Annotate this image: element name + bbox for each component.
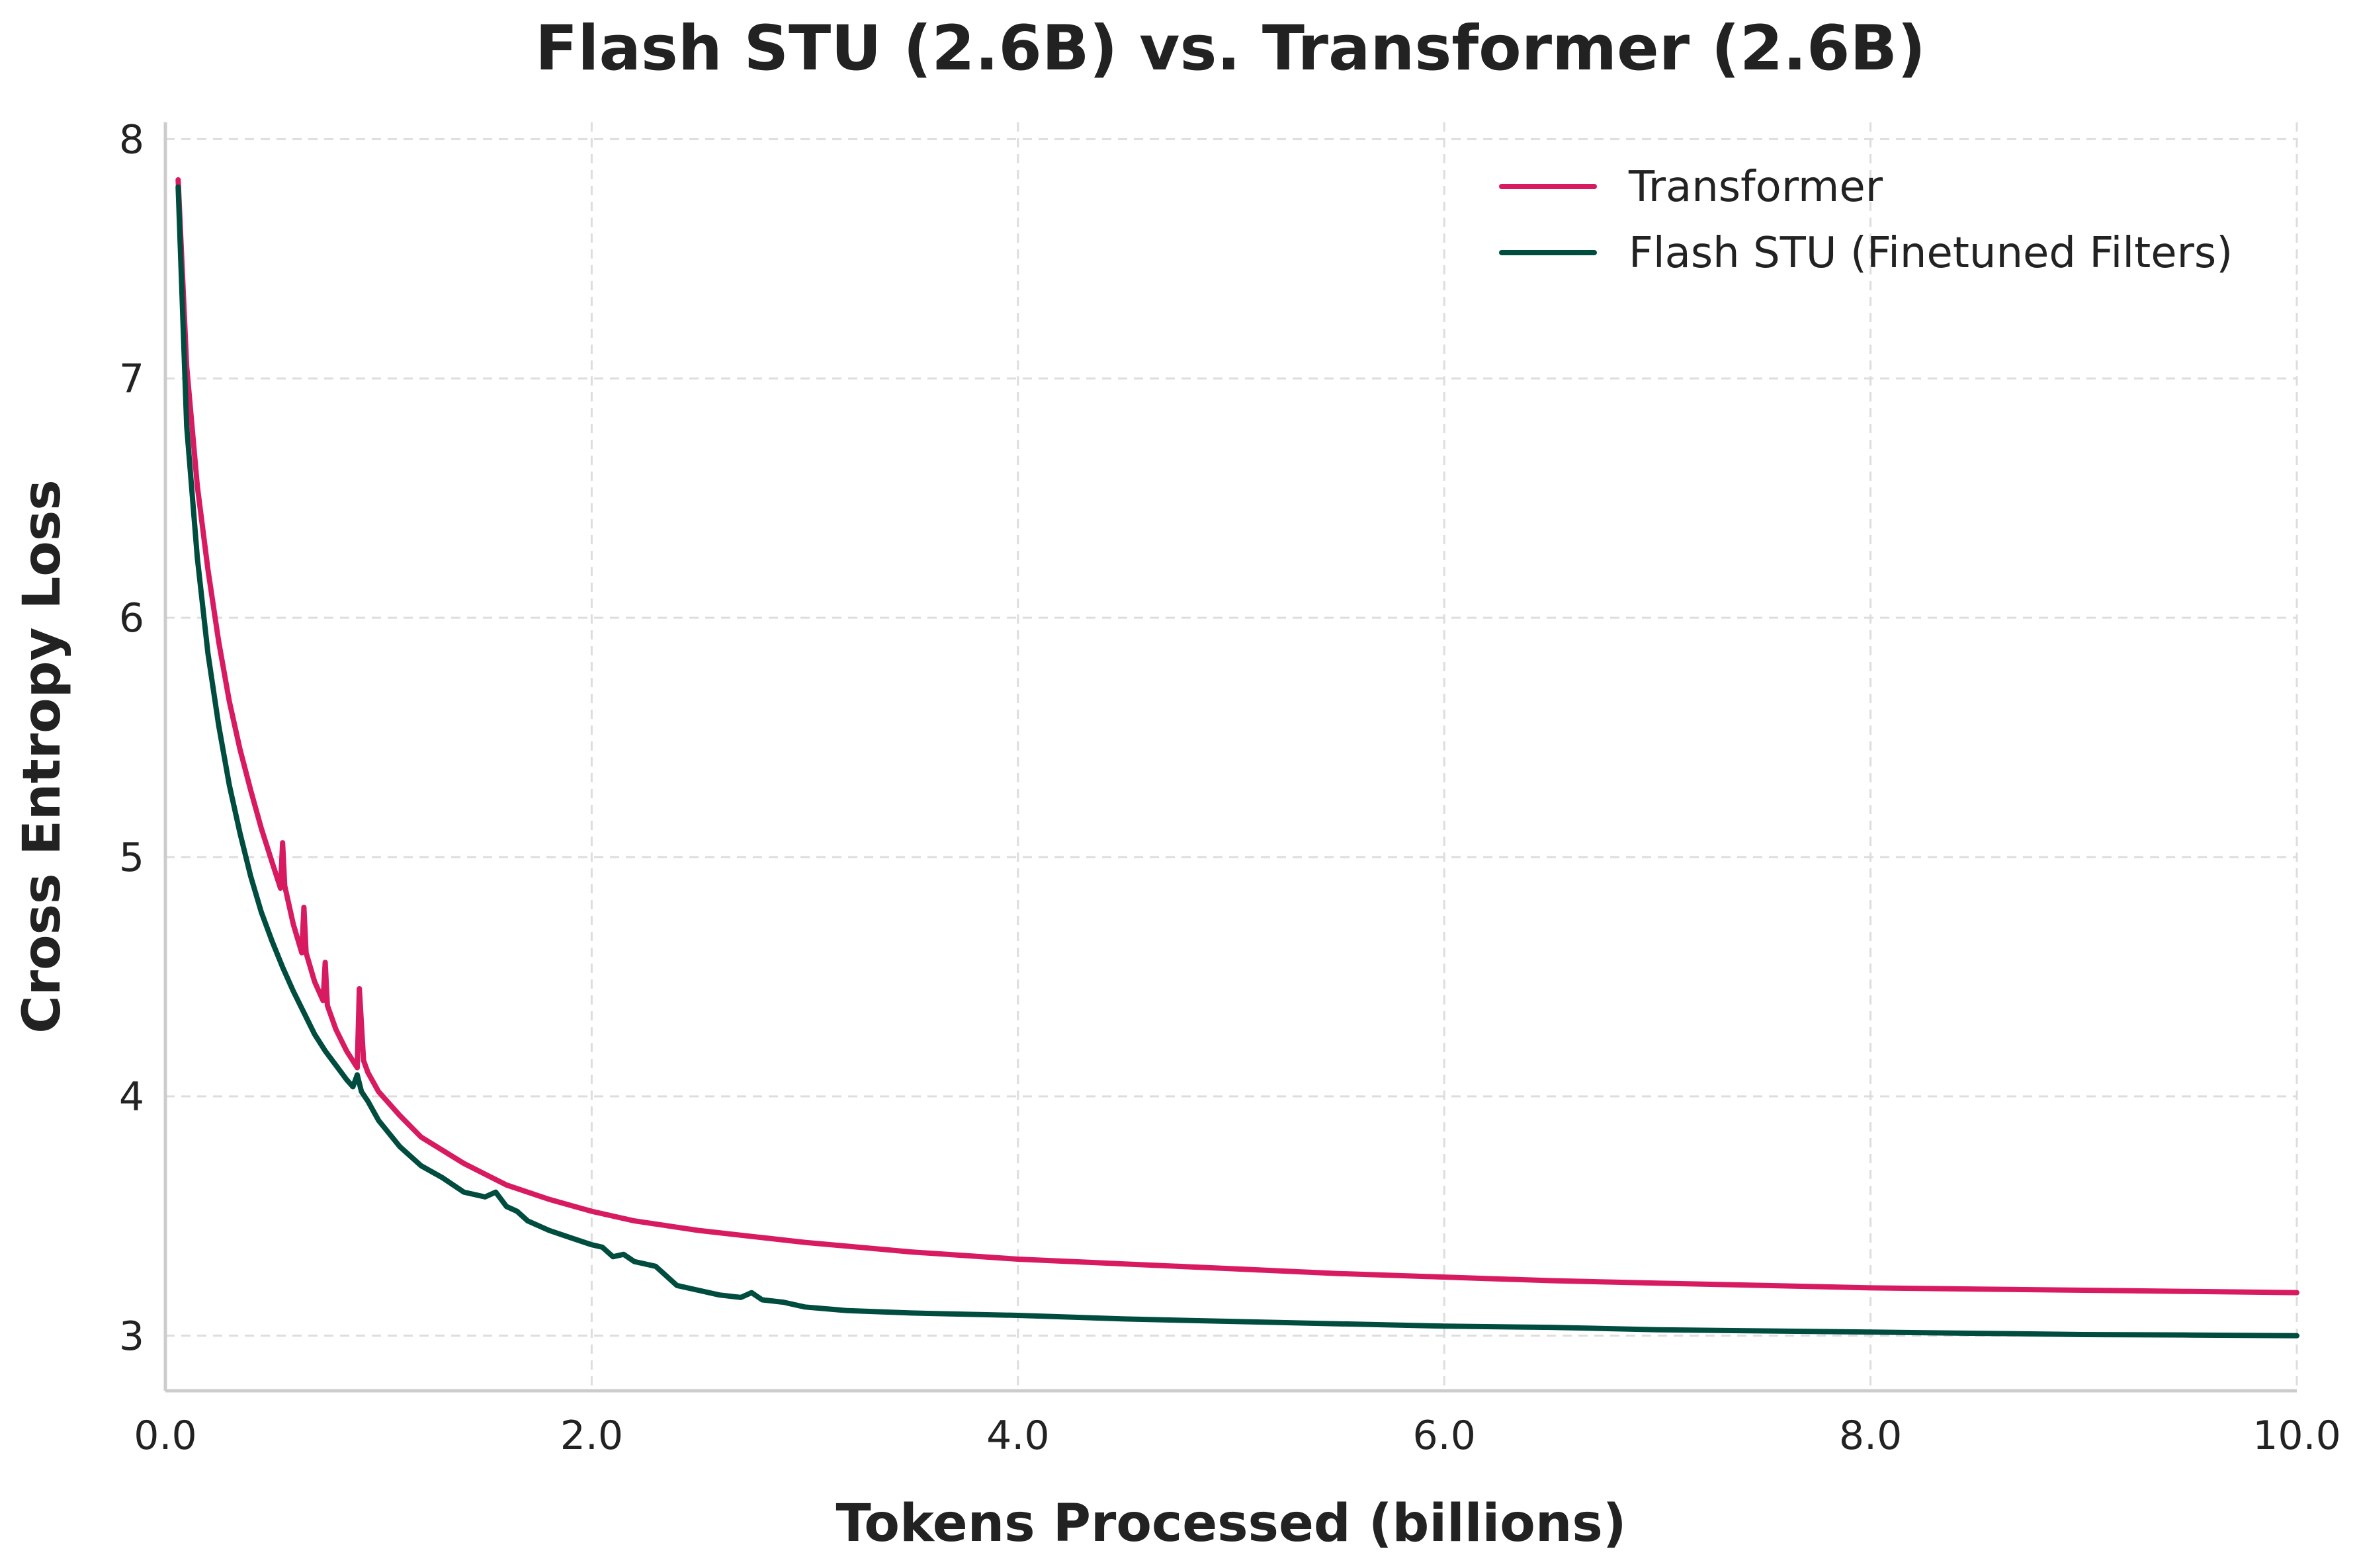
axes-spines bbox=[163, 122, 2297, 1393]
y-tick-label: 3 bbox=[119, 1313, 144, 1360]
y-tick-labels: 3 4 5 6 7 8 bbox=[119, 116, 144, 1359]
x-tick-label: 2.0 bbox=[560, 1413, 623, 1459]
grid-lines bbox=[165, 122, 2298, 1391]
y-tick-label: 5 bbox=[119, 835, 144, 881]
series-line-flash-stu bbox=[175, 184, 2299, 1339]
y-tick-label: 7 bbox=[119, 356, 144, 402]
y-axis-label: Cross Entropy Loss bbox=[13, 479, 72, 1033]
x-tick-label: 10.0 bbox=[2252, 1413, 2341, 1459]
x-tick-label: 4.0 bbox=[986, 1413, 1049, 1459]
y-tick-label: 4 bbox=[119, 1074, 144, 1120]
legend: Transformer Flash STU (Finetuned Filters) bbox=[1499, 163, 2233, 278]
legend-label: Transformer bbox=[1628, 163, 1883, 212]
legend-label: Flash STU (Finetuned Filters) bbox=[1629, 229, 2233, 278]
y-tick-label: 6 bbox=[119, 595, 144, 641]
x-axis-label: Tokens Processed (billions) bbox=[836, 1494, 1627, 1553]
x-tick-label: 0.0 bbox=[134, 1413, 196, 1459]
x-tick-labels: 0.0 2.0 4.0 6.0 8.0 10.0 bbox=[134, 1413, 2341, 1459]
y-tick-label: 8 bbox=[119, 116, 144, 163]
x-tick-label: 8.0 bbox=[1839, 1413, 1902, 1459]
x-tick-label: 6.0 bbox=[1412, 1413, 1475, 1459]
series-lines bbox=[175, 177, 2299, 1339]
series-line-transformer bbox=[175, 177, 2299, 1296]
chart-title: Flash STU (2.6B) vs. Transformer (2.6B) bbox=[535, 13, 1926, 85]
